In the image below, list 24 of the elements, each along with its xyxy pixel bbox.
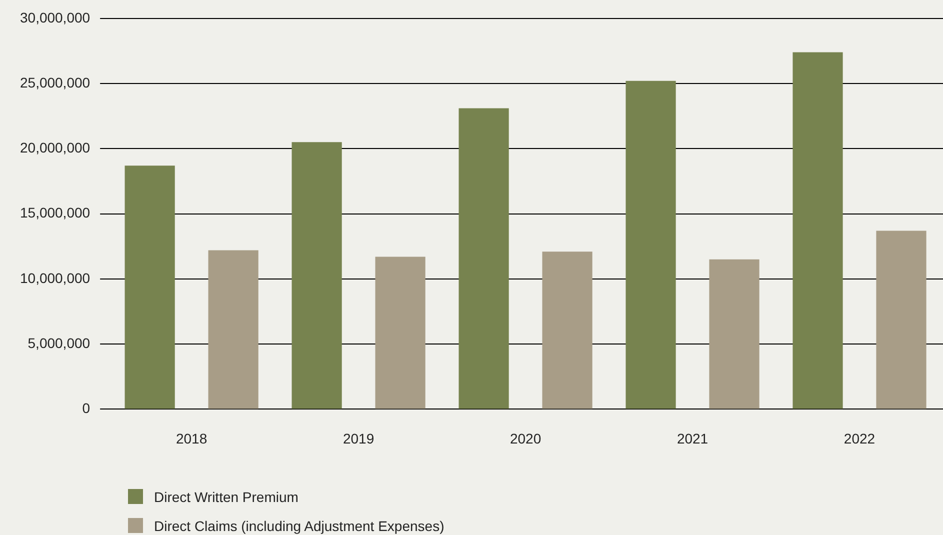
y-tick-label: 25,000,000	[20, 74, 90, 90]
bar	[375, 256, 426, 409]
y-tick-label: 20,000,000	[20, 140, 90, 156]
bar	[124, 166, 175, 409]
x-tick-label: 2020	[510, 430, 542, 446]
y-tick-label: 30,000,000	[20, 9, 90, 26]
x-tick-label: 2019	[342, 430, 374, 446]
y-tick-label: 0	[82, 400, 90, 416]
y-tick-label: 15,000,000	[20, 204, 90, 221]
bar	[626, 80, 676, 409]
x-tick-label: 2018	[176, 430, 208, 446]
bar	[792, 52, 843, 409]
y-tick-label: 10,000,000	[20, 270, 90, 286]
x-tick-label: 2021	[676, 430, 708, 446]
bar	[876, 230, 926, 409]
bar	[458, 108, 509, 409]
legend-label: Direct Claims (including Adjustment Expenses)	[154, 518, 444, 534]
bar	[542, 252, 592, 409]
legend-label: Direct Written Premium	[154, 488, 298, 504]
bar	[292, 142, 342, 409]
bar	[208, 250, 258, 409]
bar	[709, 259, 760, 409]
x-tick-label: 2022	[844, 430, 876, 446]
y-tick-label: 5,000,000	[28, 334, 90, 351]
